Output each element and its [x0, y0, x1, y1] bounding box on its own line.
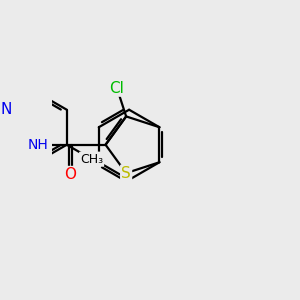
Text: N: N [0, 102, 12, 117]
Text: Cl: Cl [110, 81, 124, 96]
Text: O: O [64, 167, 76, 182]
Text: CH₃: CH₃ [80, 153, 103, 166]
Text: NH: NH [28, 138, 49, 152]
Text: S: S [121, 166, 131, 181]
